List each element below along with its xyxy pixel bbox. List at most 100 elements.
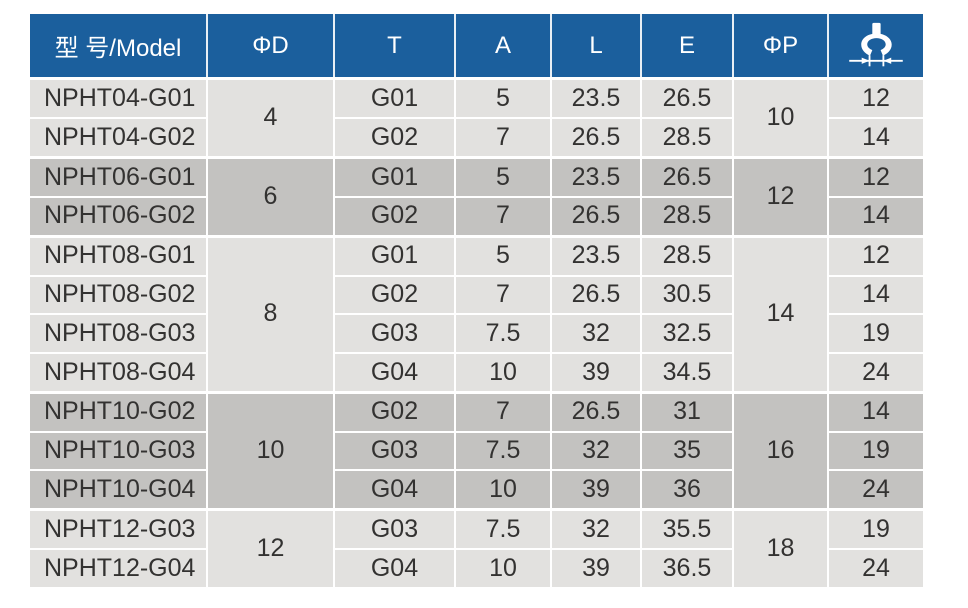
wrench-cell: 19 bbox=[827, 430, 923, 470]
model-cell: NPHT08-G03 bbox=[30, 313, 206, 352]
e-cell: 26.5 bbox=[640, 77, 732, 118]
phi-p-cell: 18 bbox=[732, 508, 827, 587]
wrench-cell: 24 bbox=[827, 351, 923, 391]
a-cell: 10 bbox=[454, 469, 550, 509]
t-cell: G04 bbox=[333, 469, 454, 509]
e-cell: 28.5 bbox=[640, 234, 732, 275]
phi-p-cell: 12 bbox=[732, 155, 827, 235]
l-cell: 26.5 bbox=[550, 390, 640, 431]
t-cell: G01 bbox=[333, 77, 454, 118]
wrench-cell: 24 bbox=[827, 548, 923, 587]
l-cell: 23.5 bbox=[550, 155, 640, 196]
e-cell: 36.5 bbox=[640, 548, 732, 587]
phi-d-cell: 8 bbox=[206, 234, 333, 391]
model-cell: NPHT12-G04 bbox=[30, 548, 206, 587]
col-header-model: 型 号/Model bbox=[30, 14, 206, 77]
wrench-cell: 12 bbox=[827, 77, 923, 118]
t-cell: G03 bbox=[333, 508, 454, 549]
model-cell: NPHT08-G01 bbox=[30, 234, 206, 275]
model-cell: NPHT08-G04 bbox=[30, 351, 206, 391]
t-cell: G03 bbox=[333, 313, 454, 352]
wrench-flats-icon bbox=[849, 22, 903, 66]
a-cell: 7.5 bbox=[454, 508, 550, 549]
a-cell: 7 bbox=[454, 195, 550, 235]
model-cell: NPHT04-G01 bbox=[30, 77, 206, 118]
e-cell: 28.5 bbox=[640, 117, 732, 156]
e-cell: 30.5 bbox=[640, 274, 732, 314]
col-header-e: E bbox=[640, 14, 732, 77]
t-cell: G03 bbox=[333, 430, 454, 470]
table-row: NPHT04-G02 G02 7 26.5 28.5 14 bbox=[30, 117, 923, 156]
t-cell: G02 bbox=[333, 195, 454, 235]
model-cell: NPHT04-G02 bbox=[30, 117, 206, 156]
col-header-t: T bbox=[333, 14, 454, 77]
wrench-cell: 19 bbox=[827, 313, 923, 352]
phi-d-cell: 6 bbox=[206, 155, 333, 235]
l-cell: 32 bbox=[550, 508, 640, 549]
a-cell: 7.5 bbox=[454, 430, 550, 470]
t-cell: G04 bbox=[333, 351, 454, 391]
e-cell: 26.5 bbox=[640, 155, 732, 196]
table-row: NPHT06-G02 G02 7 26.5 28.5 14 bbox=[30, 195, 923, 235]
a-cell: 7.5 bbox=[454, 313, 550, 352]
phi-p-cell: 14 bbox=[732, 234, 827, 391]
header-row: 型 号/Model ΦD T A L E ΦP bbox=[30, 14, 923, 77]
t-cell: G01 bbox=[333, 155, 454, 196]
phi-d-cell: 10 bbox=[206, 390, 333, 509]
phi-d-cell: 4 bbox=[206, 77, 333, 156]
e-cell: 31 bbox=[640, 390, 732, 431]
t-cell: G02 bbox=[333, 390, 454, 431]
phi-p-cell: 16 bbox=[732, 390, 827, 509]
table-row: NPHT10-G03 G03 7.5 32 35 19 bbox=[30, 430, 923, 470]
col-header-a: A bbox=[454, 14, 550, 77]
a-cell: 5 bbox=[454, 77, 550, 118]
model-cell: NPHT10-G03 bbox=[30, 430, 206, 470]
l-cell: 32 bbox=[550, 430, 640, 470]
col-header-phi-p: ΦP bbox=[732, 14, 827, 77]
e-cell: 35 bbox=[640, 430, 732, 470]
phi-p-cell: 10 bbox=[732, 77, 827, 156]
l-cell: 39 bbox=[550, 548, 640, 587]
wrench-cell: 14 bbox=[827, 117, 923, 156]
col-header-phi-d: ΦD bbox=[206, 14, 333, 77]
a-cell: 10 bbox=[454, 548, 550, 587]
l-cell: 23.5 bbox=[550, 234, 640, 275]
a-cell: 7 bbox=[454, 117, 550, 156]
e-cell: 34.5 bbox=[640, 351, 732, 391]
l-cell: 26.5 bbox=[550, 117, 640, 156]
t-cell: G02 bbox=[333, 117, 454, 156]
l-cell: 26.5 bbox=[550, 195, 640, 235]
wrench-cell: 12 bbox=[827, 234, 923, 275]
table-row: NPHT12-G04 G04 10 39 36.5 24 bbox=[30, 548, 923, 587]
t-cell: G01 bbox=[333, 234, 454, 275]
col-header-l: L bbox=[550, 14, 640, 77]
l-cell: 26.5 bbox=[550, 274, 640, 314]
model-cell: NPHT12-G03 bbox=[30, 508, 206, 549]
table-row: NPHT10-G02 10 G02 7 26.5 31 16 14 bbox=[30, 390, 923, 509]
wrench-cell: 14 bbox=[827, 390, 923, 431]
model-cell: NPHT10-G02 bbox=[30, 390, 206, 431]
col-header-wrench bbox=[827, 14, 923, 77]
model-cell: NPHT06-G01 bbox=[30, 155, 206, 196]
spec-table: 型 号/Model ΦD T A L E ΦP NPHT04-G0 bbox=[30, 14, 923, 587]
model-cell: NPHT08-G02 bbox=[30, 274, 206, 314]
l-cell: 23.5 bbox=[550, 77, 640, 118]
phi-d-cell: 12 bbox=[206, 508, 333, 587]
model-cell: NPHT06-G02 bbox=[30, 195, 206, 235]
a-cell: 10 bbox=[454, 351, 550, 391]
table-row: NPHT08-G03 G03 7.5 32 32.5 19 bbox=[30, 313, 923, 352]
l-cell: 32 bbox=[550, 313, 640, 352]
table-row: NPHT10-G04 G04 10 39 36 24 bbox=[30, 469, 923, 509]
table-row: NPHT08-G02 G02 7 26.5 30.5 14 bbox=[30, 274, 923, 314]
e-cell: 32.5 bbox=[640, 313, 732, 352]
e-cell: 36 bbox=[640, 469, 732, 509]
a-cell: 5 bbox=[454, 234, 550, 275]
table-row: NPHT08-G01 8 G01 5 23.5 28.5 14 12 bbox=[30, 234, 923, 391]
wrench-cell: 14 bbox=[827, 274, 923, 314]
e-cell: 28.5 bbox=[640, 195, 732, 235]
t-cell: G02 bbox=[333, 274, 454, 314]
e-cell: 35.5 bbox=[640, 508, 732, 549]
model-cell: NPHT10-G04 bbox=[30, 469, 206, 509]
l-cell: 39 bbox=[550, 469, 640, 509]
a-cell: 7 bbox=[454, 390, 550, 431]
